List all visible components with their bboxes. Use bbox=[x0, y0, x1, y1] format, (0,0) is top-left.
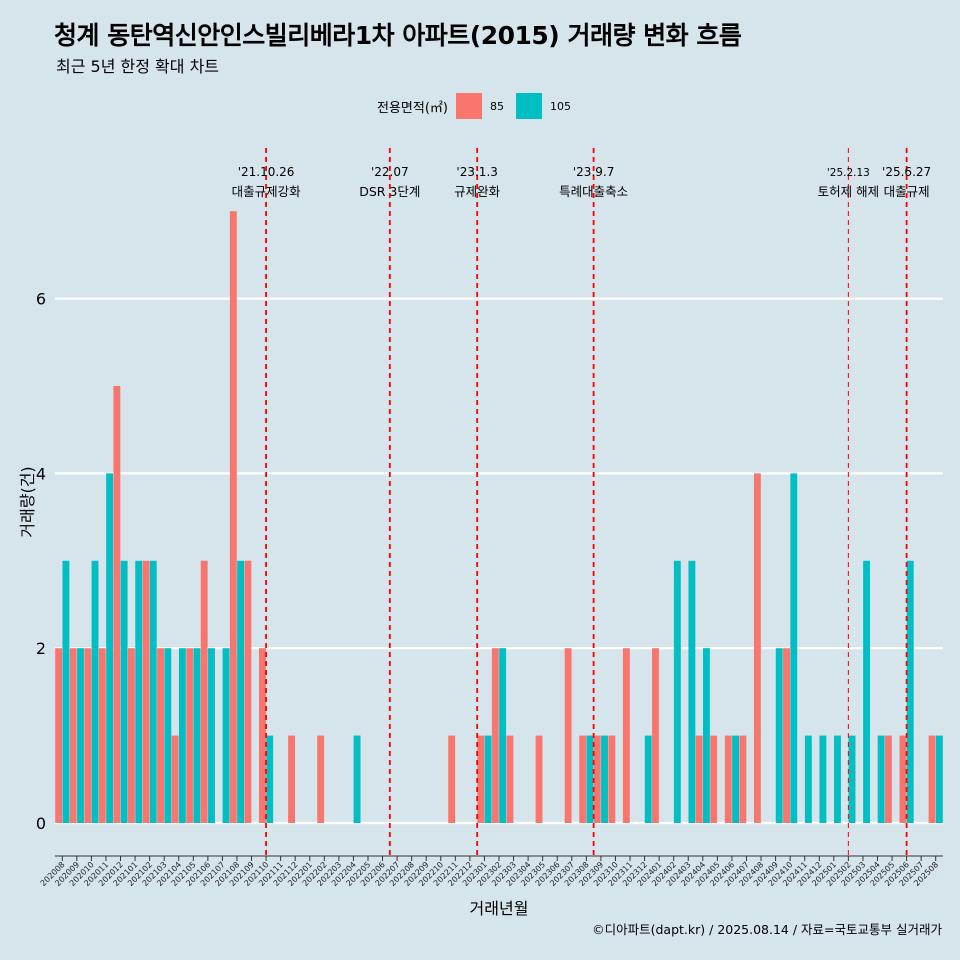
legend-title: 전용면적(㎡) bbox=[377, 100, 448, 116]
bar-85 bbox=[317, 735, 325, 823]
bar-85 bbox=[783, 648, 790, 823]
y-tick-label: 0 bbox=[36, 814, 46, 833]
bar-85 bbox=[753, 473, 761, 823]
bar-105 bbox=[266, 735, 274, 823]
bar-105 bbox=[237, 560, 245, 823]
bar-85 bbox=[55, 648, 63, 823]
bar-85 bbox=[506, 735, 514, 823]
legend-key-105 bbox=[515, 93, 542, 119]
bar-105 bbox=[877, 735, 885, 823]
y-axis-title: 거래량(건) bbox=[18, 466, 37, 537]
bar-105 bbox=[703, 648, 710, 823]
bar-105 bbox=[106, 473, 114, 823]
bar-85 bbox=[244, 560, 252, 823]
bar-85 bbox=[171, 735, 179, 823]
bar-105 bbox=[804, 735, 812, 823]
bar-105 bbox=[775, 648, 783, 823]
bar-105 bbox=[193, 648, 201, 823]
bar-105 bbox=[178, 648, 186, 823]
bar-105 bbox=[484, 735, 492, 823]
event-label: 특례대출축소 bbox=[559, 184, 628, 199]
bar-85 bbox=[535, 735, 543, 823]
legend: 전용면적(㎡) 85 105 bbox=[0, 93, 960, 119]
bar-105 bbox=[77, 648, 84, 823]
bar-85 bbox=[288, 735, 295, 823]
bar-85 bbox=[593, 735, 601, 823]
bar-85 bbox=[229, 211, 237, 823]
bar-85 bbox=[899, 735, 907, 823]
bar-85 bbox=[84, 648, 92, 823]
bar-85 bbox=[710, 735, 718, 823]
bar-105 bbox=[863, 560, 871, 823]
bar-85 bbox=[186, 648, 194, 823]
event-date: '23.9.7 bbox=[573, 165, 614, 179]
bar-85 bbox=[739, 735, 747, 823]
bar-105 bbox=[688, 560, 696, 823]
bar-105 bbox=[164, 648, 172, 823]
bar-85 bbox=[142, 560, 150, 823]
legend-key-85 bbox=[455, 93, 482, 119]
bar-85 bbox=[98, 648, 106, 823]
bar-105 bbox=[353, 735, 361, 823]
y-tick-label: 2 bbox=[36, 639, 46, 658]
y-tick-label: 4 bbox=[36, 464, 46, 483]
bar-105 bbox=[91, 560, 99, 823]
bar-85 bbox=[69, 648, 77, 823]
bar-105 bbox=[208, 648, 215, 823]
x-axis-title: 거래년월 bbox=[470, 899, 529, 918]
chart-title: 청계 동탄역신안인스빌리베라1차 아파트(2015) 거래량 변화 흐름 bbox=[54, 21, 742, 50]
bar-105 bbox=[732, 735, 739, 823]
bar-85 bbox=[448, 735, 456, 823]
event-date: '21.10.26 bbox=[238, 165, 295, 179]
bar-105 bbox=[644, 735, 652, 823]
bar-85 bbox=[477, 735, 485, 823]
bar-105 bbox=[135, 560, 143, 823]
bar-85 bbox=[157, 648, 164, 823]
bar-105 bbox=[935, 735, 943, 823]
bar-105 bbox=[601, 735, 608, 823]
bar-105 bbox=[62, 560, 70, 823]
bar-105 bbox=[149, 560, 157, 823]
event-label: 토허제 해제 bbox=[818, 184, 879, 199]
event-date: '25.2.13 bbox=[827, 167, 870, 179]
bar-85 bbox=[928, 735, 936, 823]
bar-85 bbox=[652, 648, 659, 823]
bar-105 bbox=[834, 735, 841, 823]
event-label: 규제완화 bbox=[454, 184, 501, 199]
bar-105 bbox=[222, 648, 230, 823]
bar-105 bbox=[906, 560, 914, 823]
bar-85 bbox=[127, 648, 135, 823]
y-tick-label: 6 bbox=[36, 290, 46, 309]
bar-85 bbox=[113, 386, 121, 823]
legend-label-105: 105 bbox=[549, 99, 571, 113]
bar-105 bbox=[819, 735, 827, 823]
bar-85 bbox=[259, 648, 266, 823]
legend-label-85: 85 bbox=[489, 99, 504, 113]
event-date: '25.6.27 bbox=[882, 165, 931, 179]
chart-subtitle: 최근 5년 한정 확대 차트 bbox=[56, 57, 220, 76]
bar-105 bbox=[673, 560, 681, 823]
bar-105 bbox=[499, 648, 507, 823]
event-label: 대출규제 bbox=[884, 184, 930, 199]
bar-105 bbox=[848, 735, 856, 823]
bar-85 bbox=[491, 648, 499, 823]
bar-85 bbox=[622, 648, 630, 823]
bar-85 bbox=[564, 648, 572, 823]
bar-85 bbox=[695, 735, 703, 823]
bar-85 bbox=[579, 735, 587, 823]
bar-85 bbox=[724, 735, 732, 823]
bar-85 bbox=[608, 735, 616, 823]
bar-105 bbox=[586, 735, 594, 823]
bar-85 bbox=[200, 560, 208, 823]
event-date: '23.1.3 bbox=[456, 165, 497, 179]
event-date: '22.07 bbox=[371, 165, 409, 179]
bar-85 bbox=[884, 735, 892, 823]
bar-105 bbox=[790, 473, 798, 823]
source-caption: ©디아파트(dapt.kr) / 2025.08.14 / 자료=국토교통부 실… bbox=[592, 922, 942, 937]
event-label: 대출규제강화 bbox=[232, 184, 302, 199]
bar-105 bbox=[120, 560, 128, 823]
event-label: DSR 3단계 bbox=[359, 184, 420, 199]
